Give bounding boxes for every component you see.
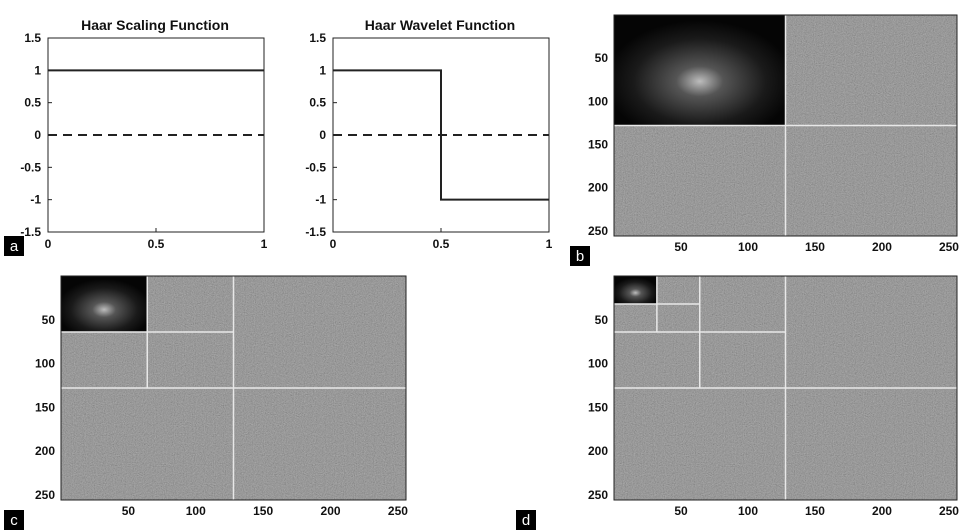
xtick-label: 150 bbox=[805, 240, 825, 254]
xtick-label: 1 bbox=[546, 237, 553, 251]
ticks-dwt-level2: 50 100 150 200 250 50 100 150 200 250 bbox=[35, 313, 408, 518]
ytick-label: 150 bbox=[35, 400, 55, 414]
ytick-label: 1.5 bbox=[24, 31, 41, 45]
xtick-label: 150 bbox=[253, 504, 273, 518]
xtick-label: 200 bbox=[872, 240, 892, 254]
xtick-label: 200 bbox=[321, 504, 341, 518]
svg-text:a: a bbox=[10, 238, 19, 255]
ytick-label: 50 bbox=[42, 313, 56, 327]
approximation-coefficients bbox=[614, 276, 657, 304]
ytick-label: 250 bbox=[588, 224, 608, 238]
ytick-label: 0.5 bbox=[24, 96, 41, 110]
ytick-label: 100 bbox=[588, 357, 608, 371]
ytick-label: -1 bbox=[315, 193, 326, 207]
approximation-coefficients bbox=[614, 15, 786, 126]
image-border bbox=[60, 275, 407, 501]
ytick-label: -1 bbox=[30, 193, 41, 207]
plot-wavelet: Haar Wavelet Function 1.5 1 0.5 0 -0.5 -1 -1.5… bbox=[305, 17, 552, 251]
svg-text:b: b bbox=[576, 248, 584, 265]
plot-scaling: Haar Scaling Function 1.5 1 0.5 0 -0.5 -1 -1.5… bbox=[20, 17, 267, 251]
xtick-label: 50 bbox=[674, 240, 688, 254]
xtick-label: 50 bbox=[674, 504, 688, 518]
image-border bbox=[613, 275, 958, 501]
title-scaling: Haar Scaling Function bbox=[81, 17, 229, 33]
xtick-label: 0.5 bbox=[148, 237, 165, 251]
panel-label-b: b bbox=[570, 246, 590, 266]
xtick-label: 0 bbox=[45, 237, 52, 251]
xtick-label: 100 bbox=[738, 504, 758, 518]
approximation-coefficients bbox=[61, 276, 148, 332]
xtick-label: 50 bbox=[122, 504, 136, 518]
ytick-label: 250 bbox=[35, 488, 55, 502]
panel-label-c: c bbox=[4, 510, 24, 530]
ytick-label: 100 bbox=[588, 94, 608, 108]
panel-label-a: a bbox=[4, 236, 24, 256]
ytick-label: 0.5 bbox=[309, 96, 326, 110]
series-scaling bbox=[48, 69, 264, 136]
xtick-label: 1 bbox=[261, 237, 268, 251]
svg-text:c: c bbox=[10, 512, 18, 529]
title-wavelet: Haar Wavelet Function bbox=[365, 17, 515, 33]
ytick-label: 1.5 bbox=[309, 31, 326, 45]
ytick-label: 0 bbox=[34, 128, 41, 142]
plot-dwt-level1: 50 100 150 200 250 50 100 150 200 250 bbox=[588, 14, 959, 254]
xtick-label: 100 bbox=[186, 504, 206, 518]
xtick-label: 250 bbox=[388, 504, 408, 518]
ytick-label: -0.5 bbox=[305, 160, 326, 174]
ytick-label: 250 bbox=[588, 488, 608, 502]
xtick-label: 150 bbox=[805, 504, 825, 518]
ytick-label: 150 bbox=[588, 137, 608, 151]
image-dwt-level2 bbox=[60, 275, 407, 501]
xtick-label: 200 bbox=[872, 504, 892, 518]
ytick-label: -0.5 bbox=[20, 160, 41, 174]
ytick-label: 1 bbox=[319, 63, 326, 77]
ytick-label: -1.5 bbox=[305, 225, 326, 239]
ytick-label: 200 bbox=[35, 444, 55, 458]
image-dwt-level1 bbox=[613, 14, 958, 237]
ytick-label: 200 bbox=[588, 444, 608, 458]
image-dwt-level3 bbox=[613, 275, 958, 501]
ticks-scaling: 1.5 1 0.5 0 -0.5 -1 -1.5 0 0.5 1 bbox=[20, 31, 267, 251]
ytick-label: 0 bbox=[319, 128, 326, 142]
image-border bbox=[613, 14, 958, 237]
ticks-dwt-level1: 50 100 150 200 250 50 100 150 200 250 bbox=[588, 51, 959, 254]
xtick-label: 250 bbox=[939, 504, 959, 518]
plot-dwt-level2: 50 100 150 200 250 50 100 150 200 250 bbox=[35, 275, 408, 518]
ytick-label: 50 bbox=[595, 51, 609, 65]
ytick-label: 1 bbox=[34, 63, 41, 77]
ytick-label: 150 bbox=[588, 400, 608, 414]
xtick-label: 250 bbox=[939, 240, 959, 254]
xtick-label: 0 bbox=[330, 237, 337, 251]
ytick-label: -1.5 bbox=[20, 225, 41, 239]
xtick-label: 0.5 bbox=[433, 237, 450, 251]
ytick-label: 100 bbox=[35, 357, 55, 371]
ticks-wavelet: 1.5 1 0.5 0 -0.5 -1 -1.5 0 0.5 1 bbox=[305, 31, 552, 251]
series-wavelet bbox=[333, 69, 549, 201]
xtick-label: 100 bbox=[738, 240, 758, 254]
ytick-label: 200 bbox=[588, 181, 608, 195]
svg-text:d: d bbox=[522, 512, 530, 529]
ticks-dwt-level3: 50 100 150 200 250 50 100 150 200 250 bbox=[588, 313, 959, 518]
panel-label-d: d bbox=[516, 510, 536, 530]
plot-dwt-level3: 50 100 150 200 250 50 100 150 200 250 bbox=[588, 275, 959, 518]
ytick-label: 50 bbox=[595, 313, 609, 327]
